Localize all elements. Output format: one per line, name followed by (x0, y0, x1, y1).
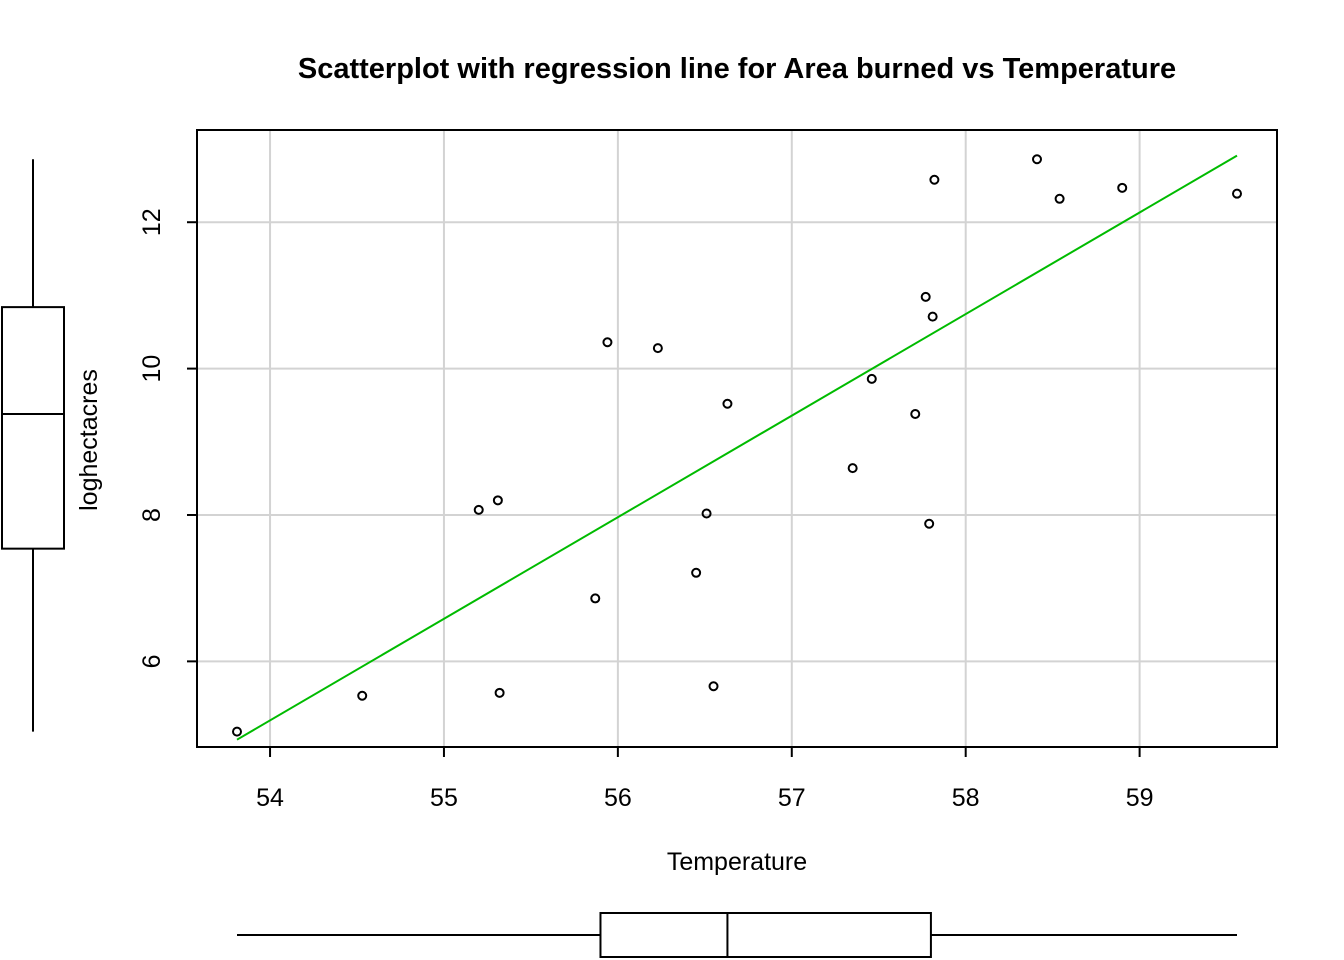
x-boxplot-box (599, 912, 932, 958)
scatter-point (847, 463, 858, 474)
x-tick-label: 55 (430, 784, 458, 812)
y-axis-label: loghectacres (75, 369, 103, 511)
plot-area-frame (196, 129, 1278, 748)
scatter-point (929, 174, 940, 185)
scatter-point (602, 337, 613, 348)
scatter-point (1054, 193, 1065, 204)
scatter-point (691, 567, 702, 578)
x-tick-label: 59 (1126, 784, 1154, 812)
x-tick-label: 54 (256, 784, 284, 812)
scatter-point (910, 408, 921, 419)
scatter-point (866, 373, 877, 384)
scatter-point (1032, 154, 1042, 165)
scatter-point (1232, 188, 1242, 199)
scatter-point (924, 518, 935, 529)
scatter-point (492, 495, 503, 506)
grid-lines (197, 130, 1277, 747)
y-boxplot-box (1, 306, 65, 550)
scatter-point (473, 504, 484, 515)
x-tick-label: 57 (778, 784, 806, 812)
scatter-point (927, 311, 938, 322)
scatter-point (1117, 182, 1128, 193)
regression-line-group (236, 154, 1238, 741)
y-marginal-boxplot (1, 159, 65, 732)
scatter-point (708, 681, 719, 692)
scatter-point (357, 690, 368, 701)
y-tick-label: 12 (138, 208, 166, 236)
y-tick-label: 10 (138, 355, 166, 383)
scatter-points (232, 154, 1242, 737)
x-axis-label: Temperature (667, 848, 807, 876)
y-tick-label: 6 (138, 654, 166, 668)
scatter-point (232, 726, 242, 737)
x-tick-label: 58 (952, 784, 980, 812)
chart-title: Scatterplot with regression line for Are… (298, 53, 1176, 85)
y-tick-label: 8 (138, 508, 166, 522)
x-tick-label: 56 (604, 784, 632, 812)
y-axis: 6 8 10 12 (138, 208, 197, 668)
scatter-point (722, 398, 733, 409)
scatter-point (494, 687, 505, 698)
scatter-point (920, 291, 931, 302)
scatter-point (652, 343, 663, 354)
regression-line (236, 154, 1238, 741)
x-axis: 54 55 56 57 58 59 (256, 747, 1154, 812)
scatter-point (701, 508, 712, 519)
x-marginal-boxplot (237, 912, 1237, 958)
scatter-point (590, 593, 601, 604)
